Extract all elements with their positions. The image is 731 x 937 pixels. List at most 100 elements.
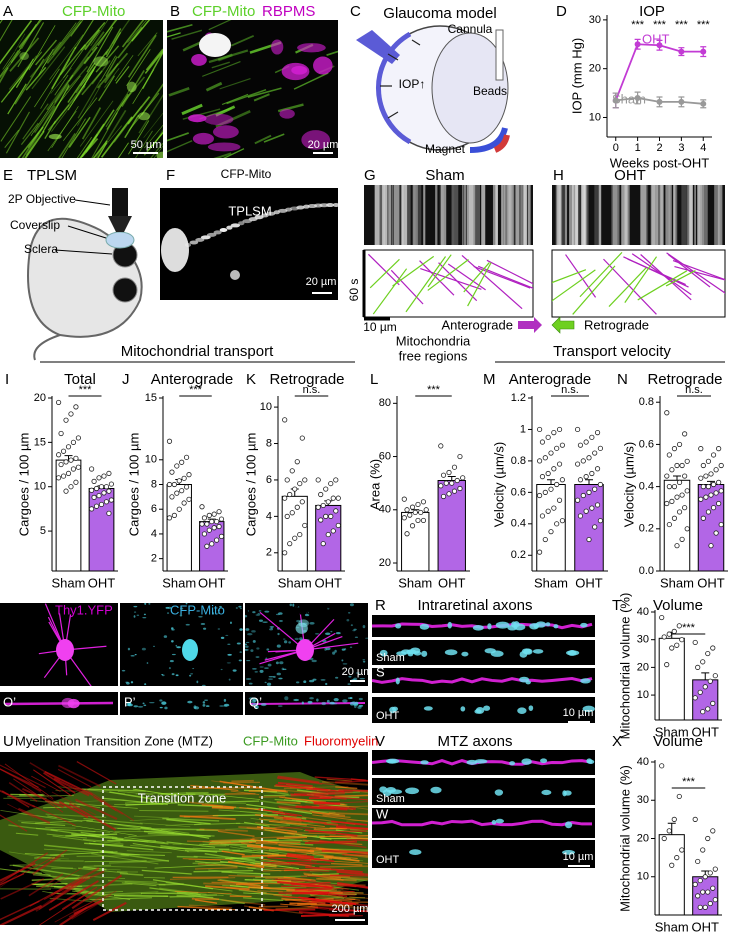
scale-label: 10 µm (563, 707, 594, 719)
data-point (554, 481, 560, 488)
x-tick-label: Sham (162, 575, 196, 590)
data-point (70, 439, 77, 445)
data-point (289, 468, 295, 474)
data-point (712, 897, 718, 903)
texture-line (82, 66, 96, 88)
texture-line (53, 886, 99, 894)
texture-blob (357, 706, 362, 709)
y-axis-label: Cargoes / 100 µm (243, 433, 258, 537)
texture-line (51, 106, 79, 148)
texture-line (86, 820, 152, 829)
texture-line (184, 849, 224, 852)
y-tick-label: 1 (520, 423, 526, 435)
texture-line (344, 854, 368, 857)
texture-band (688, 185, 691, 245)
texture-band (689, 185, 694, 245)
data-point (574, 426, 581, 433)
annotation: *** (631, 19, 645, 31)
texture-blob (143, 613, 146, 616)
texture-blob (264, 681, 267, 684)
trace (420, 267, 482, 290)
texture-line (128, 834, 194, 837)
texture (245, 603, 368, 686)
data-point (320, 541, 326, 547)
texture-blob (528, 705, 534, 711)
texture-line (115, 838, 182, 845)
data-point (705, 706, 711, 712)
texture-band (523, 185, 527, 245)
data-point (713, 490, 719, 496)
texture-blob (284, 696, 289, 701)
x-tick-label: Sham (660, 575, 694, 590)
texture-line (335, 786, 358, 789)
texture-band (423, 185, 426, 245)
texture-blob (219, 605, 222, 608)
texture-line (225, 856, 264, 860)
panel-letter: M (483, 371, 496, 388)
texture-blob (161, 674, 164, 676)
texture-blob (225, 634, 229, 636)
y-tick-label: 20 (589, 63, 601, 75)
data-point (73, 479, 79, 485)
trace (624, 256, 658, 303)
data-point (659, 763, 665, 769)
data-point (407, 512, 413, 518)
data-point (55, 452, 62, 458)
texture-line (314, 776, 366, 781)
texture-line (84, 860, 147, 863)
texture-blob (247, 632, 253, 636)
texture-blob (325, 632, 331, 635)
texture-blob (245, 628, 250, 631)
trace (486, 259, 533, 285)
texture-blob (19, 52, 29, 61)
texture-line (222, 148, 245, 158)
data-point (536, 492, 543, 499)
texture-line (281, 816, 303, 820)
texture-line (336, 825, 368, 830)
texture-line (275, 783, 329, 792)
texture-blob (133, 705, 139, 708)
texture-blob (226, 225, 233, 230)
texture-line (311, 900, 356, 905)
texture-band (384, 185, 391, 245)
texture-blob (223, 698, 227, 702)
texture-blob (207, 142, 241, 152)
texture-blob (362, 658, 366, 661)
trace (666, 252, 725, 294)
data-point (705, 835, 711, 842)
texture-blob (430, 786, 442, 794)
panel-letter: O’ (3, 694, 16, 709)
kymograph-title: OHT (614, 167, 646, 184)
texture-band (656, 185, 663, 245)
texture-line (79, 100, 114, 147)
data-point (409, 504, 416, 510)
data-point (457, 453, 463, 460)
texture-line (221, 871, 271, 875)
texture-line (334, 794, 368, 798)
texture (389, 705, 595, 714)
texture-line (129, 817, 191, 821)
data-point (58, 461, 64, 468)
texture-line (49, 34, 84, 80)
x-tick-label: OHT (692, 724, 720, 739)
texture-blob (254, 671, 258, 673)
texture (372, 758, 595, 766)
texture-line (8, 782, 38, 803)
panel-letter: P’ (124, 694, 136, 709)
texture-blob (245, 645, 249, 648)
y-tick-label: 8 (266, 437, 272, 449)
data-point (420, 499, 427, 505)
y-tick-label: 30 (637, 794, 649, 806)
texture-line (169, 877, 236, 880)
data-point (718, 521, 724, 528)
data-point (710, 645, 716, 651)
chart-title: Volume (653, 597, 703, 614)
texture-line (54, 74, 74, 103)
texture-band (699, 185, 705, 245)
texture-line (193, 855, 239, 860)
texture-blob (513, 623, 526, 631)
texture-line (307, 906, 336, 912)
texture-line (12, 864, 80, 877)
label: Sham (376, 793, 405, 805)
texture-blob (245, 614, 248, 618)
